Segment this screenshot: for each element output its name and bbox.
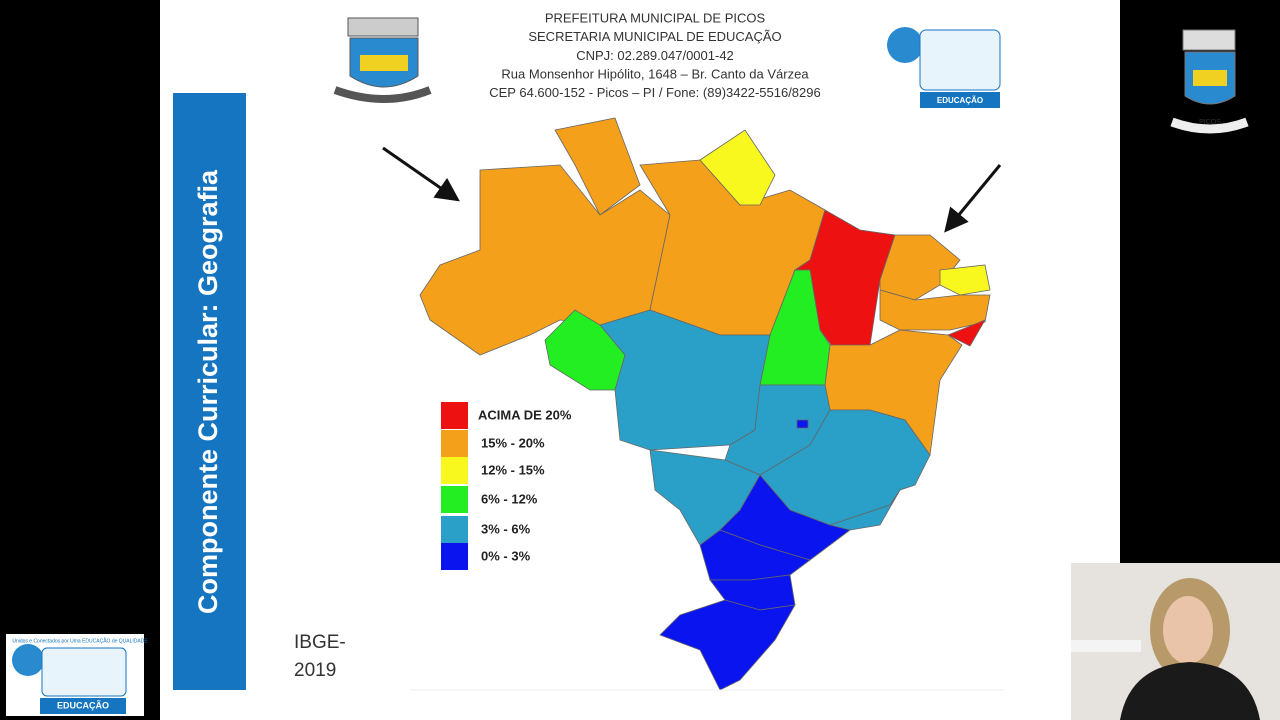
legend-swatch [441, 402, 468, 429]
header-line: SECRETARIA MUNICIPAL DE EDUCAÇÃO [528, 29, 781, 44]
logo-text: Unidos e Conectados por Uma EDUCAÇÃO de … [12, 637, 148, 644]
logo-text: EDUCAÇÃO [57, 700, 109, 710]
logo-text: PICOS [372, 89, 394, 96]
header-line: PREFEITURA MUNICIPAL DE PICOS [545, 10, 766, 25]
region [554, 117, 641, 216]
region [699, 129, 776, 206]
region [879, 289, 991, 331]
webcam [1071, 563, 1280, 720]
source: 2019 [294, 660, 336, 681]
legend-swatch [441, 430, 468, 457]
logo-text: EDUCAÇÃO [937, 96, 983, 105]
region [947, 319, 986, 347]
map [419, 117, 991, 691]
legend-swatch [441, 457, 468, 484]
legend-label: 6% - 12% [481, 491, 538, 506]
sidebar [173, 93, 246, 690]
region [659, 599, 796, 691]
legend-swatch [441, 543, 468, 570]
sidebar-title: Componente Curricular: Geografia [193, 169, 223, 614]
header-line: CNPJ: 02.289.047/0001-42 [576, 48, 734, 63]
region [939, 264, 991, 296]
legend-swatch [441, 516, 468, 543]
header: PREFEITURA MUNICIPAL DE PICOS SECRETARIA … [489, 10, 820, 100]
legend-swatch [441, 486, 468, 513]
legend-label: 3% - 6% [481, 521, 531, 536]
source: IBGE- [294, 632, 346, 653]
city-logo-right: PICOS [1170, 29, 1249, 134]
header-line: Rua Monsenhor Hipólito, 1648 – Br. Canto… [501, 67, 809, 82]
city-logo: PICOS [333, 17, 432, 103]
region [796, 419, 809, 429]
legend-label: 15% - 20% [481, 435, 545, 450]
arrow [382, 146, 460, 202]
header-line: CEP 64.600-152 - Picos – PI / Fone: (89)… [489, 85, 820, 100]
region [419, 164, 671, 356]
legend-label: 12% - 15% [481, 462, 545, 477]
arrow [944, 164, 1002, 233]
legend-label: ACIMA DE 20% [478, 407, 572, 422]
education-logo: EDUCAÇÃO [887, 27, 1001, 108]
logo-text: PICOS [1199, 119, 1221, 126]
legend-label: 0% - 3% [481, 548, 531, 563]
education-logo-bottom: Unidos e Conectados por Uma EDUCAÇÃO de … [6, 634, 148, 716]
legend: ACIMA DE 20% 15% - 20% 12% - 15% 6% - 12% 3%… [441, 402, 572, 570]
